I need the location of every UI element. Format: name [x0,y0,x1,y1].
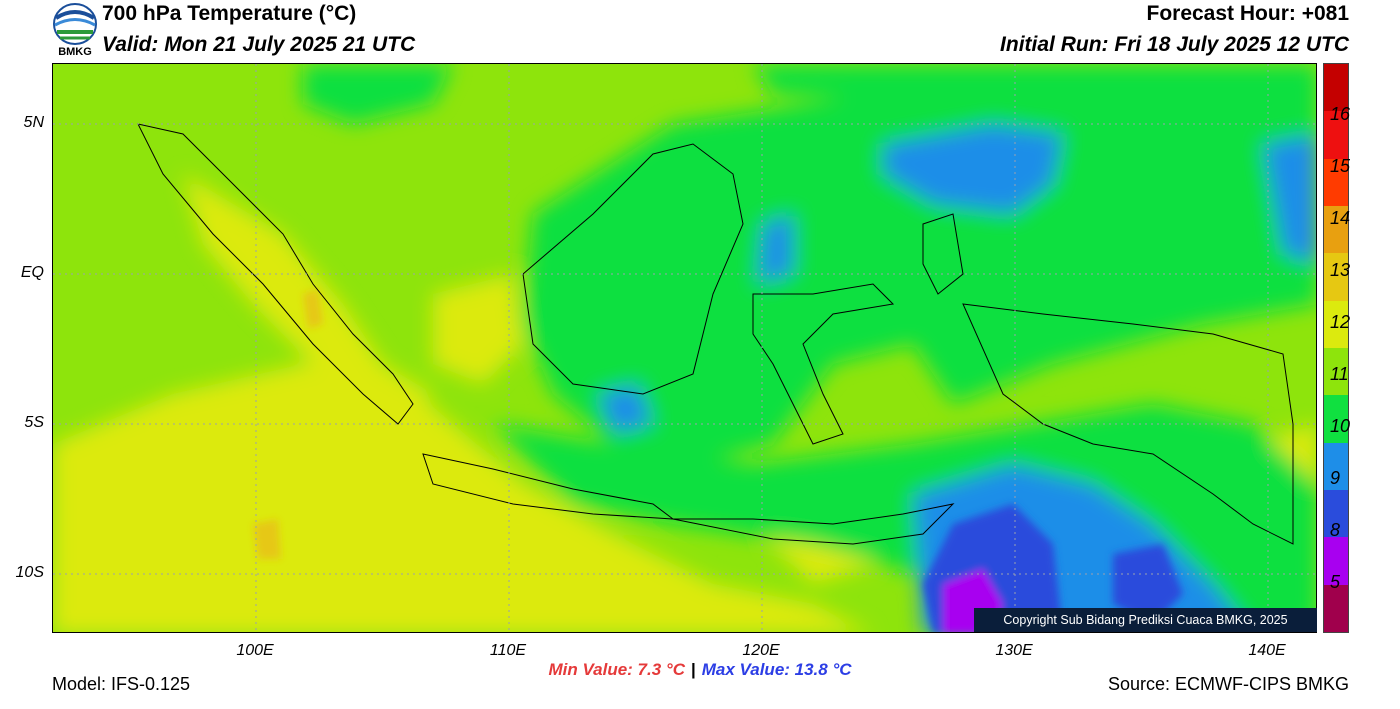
colorbar-segment [1324,490,1348,538]
lon-label-110e: 110E [489,642,527,659]
colorbar-label-16: 16 [1330,104,1351,124]
colorbar-segment [1324,64,1348,112]
copyright-text: Copyright Sub Bidang Prediksi Cuaca BMKG… [974,608,1317,632]
forecast-hour: Forecast Hour: +081 [1146,2,1350,25]
lat-label-eq: EQ [20,264,44,281]
coast-sulawesi [752,283,895,445]
warm-field-java-sea [433,274,523,384]
colorbar-segment [1324,158,1348,207]
coast-halmahera [922,213,964,295]
colorbar-label-9: 9 [1330,468,1341,488]
coast-borneo [522,143,744,395]
coast-sumatra [137,123,414,425]
colorbar-label-11: 11 [1330,364,1349,384]
lon-label-120e: 120E [742,642,780,659]
cold-field-arafura-east [1113,544,1183,624]
colorbar-segment [1324,584,1348,633]
colorbar-label-14: 14 [1330,208,1351,228]
logo-text: BMKG [58,46,92,58]
colorbar-label-13: 13 [1330,260,1351,280]
cool-field-northeast [883,124,1063,214]
colorbar-segment [1324,253,1348,302]
coast-nusa-tenggara [672,503,955,545]
colorbar-label-8: 8 [1330,520,1341,540]
stats-separator: | [690,660,696,679]
valid-time: Valid: Mon 21 July 2025 21 UTC [102,33,416,56]
temperature-map [52,63,1317,633]
colorbar-segment [1324,442,1348,491]
lon-label-100e: 100E [236,642,274,659]
green-field-north-pacific [753,64,1316,124]
chart-title: 700 hPa Temperature (°C) [102,2,357,25]
colorbar-segment [1324,300,1348,349]
colorbar [1323,63,1349,633]
warm-field-indian-ocean [53,364,869,632]
lat-label-5n: 5N [23,114,44,131]
map-canvas [53,64,1316,632]
model-name: Model: IFS-0.125 [52,674,191,694]
colorbar-label-10: 10 [1330,416,1351,436]
lon-label-140e: 140E [1248,642,1286,659]
cool-field-far-northeast [1263,134,1316,264]
colorbar-segment [1324,206,1348,254]
green-field-borneo-sulawesi [523,94,1316,464]
min-value: Min Value: 7.3 °C [548,660,685,679]
lon-label-130e: 130E [995,642,1033,659]
colorbar-segment [1324,348,1348,396]
warm-spot-indian-ocean [253,519,281,559]
cool-field-java-sea [598,384,653,434]
colorbar-label-15: 15 [1330,156,1351,176]
bmkg-logo [53,3,97,45]
colorbar-segment [1324,395,1348,444]
colorbar-segment [1324,537,1348,586]
coastlines [137,123,1294,545]
graticule [53,64,1316,632]
max-value: Max Value: 13.8 °C [701,660,852,679]
warm-spot-sumatra [303,289,323,329]
green-field-northwest [303,64,453,124]
lat-label-10s: 10S [15,564,44,581]
colorbar-label-5: 5 [1330,572,1341,592]
colorbar-label-12: 12 [1330,312,1351,332]
min-max-values: Min Value: 7.3 °C | Max Value: 13.8 °C [0,660,1400,680]
coast-papua [962,303,1294,545]
colorbar-segment [1324,111,1348,160]
cool-field-makassar [758,214,793,284]
lat-label-5s: 5S [24,414,44,431]
data-source: Source: ECMWF-CIPS BMKG [1107,674,1349,694]
initial-run: Initial Run: Fri 18 July 2025 12 UTC [1000,33,1349,56]
